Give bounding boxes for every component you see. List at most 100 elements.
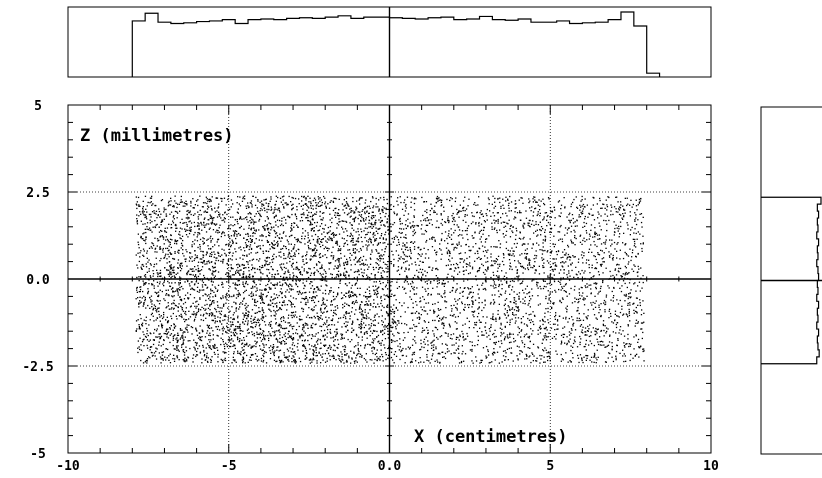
data-point — [187, 209, 189, 212]
data-point — [616, 250, 618, 252]
data-point — [618, 206, 621, 208]
data-point — [263, 321, 266, 323]
data-point — [414, 312, 416, 314]
data-point — [365, 217, 367, 219]
data-point — [446, 237, 448, 240]
data-point — [287, 337, 289, 339]
data-point — [156, 272, 158, 274]
data-point — [286, 204, 288, 206]
data-point — [386, 222, 388, 224]
data-point — [628, 308, 630, 311]
data-point — [637, 219, 639, 221]
data-point — [317, 270, 319, 273]
data-point — [358, 223, 360, 225]
data-point — [301, 216, 303, 219]
data-point — [404, 311, 406, 313]
data-point — [206, 202, 208, 205]
data-point — [469, 272, 471, 274]
data-point — [314, 233, 317, 236]
data-point — [619, 258, 621, 260]
data-point — [317, 242, 319, 244]
data-point — [632, 249, 634, 251]
data-point — [210, 241, 212, 243]
data-point — [247, 332, 249, 334]
data-point — [232, 314, 234, 316]
data-point — [170, 253, 173, 255]
data-point — [596, 359, 598, 361]
data-point — [238, 264, 241, 266]
data-point — [384, 251, 386, 253]
data-point — [494, 222, 496, 224]
data-point — [635, 319, 638, 321]
data-point — [282, 199, 284, 201]
data-point — [275, 214, 277, 216]
data-point — [511, 286, 514, 288]
data-point — [256, 287, 258, 289]
data-point — [333, 357, 335, 359]
data-point — [220, 260, 222, 262]
data-point — [531, 206, 533, 208]
data-point — [247, 261, 249, 263]
data-point — [137, 347, 139, 349]
data-point — [542, 246, 544, 248]
data-point — [630, 289, 632, 291]
data-point — [174, 200, 176, 202]
data-point — [400, 228, 403, 230]
data-point — [437, 361, 439, 363]
data-point — [573, 289, 576, 291]
data-point — [440, 213, 442, 215]
data-point — [485, 261, 487, 263]
data-point — [211, 273, 213, 275]
data-point — [490, 215, 492, 217]
data-point — [604, 243, 606, 245]
data-point — [623, 232, 625, 234]
data-point — [542, 265, 544, 267]
data-point — [384, 263, 386, 265]
data-point — [466, 257, 468, 260]
data-point — [166, 258, 168, 260]
data-point — [249, 211, 251, 214]
data-point — [281, 196, 284, 198]
data-point — [236, 269, 238, 271]
data-point — [626, 314, 628, 316]
data-point — [289, 260, 291, 263]
data-point — [474, 252, 476, 255]
data-point — [487, 350, 489, 353]
data-point — [589, 324, 591, 326]
data-point — [481, 334, 483, 336]
data-point — [314, 247, 316, 249]
data-point — [430, 358, 433, 360]
data-point — [145, 282, 147, 284]
data-point — [277, 209, 279, 211]
data-point — [243, 337, 245, 339]
data-point — [189, 210, 191, 212]
data-point — [272, 212, 274, 214]
data-point — [529, 226, 531, 228]
data-point — [350, 291, 352, 293]
data-point — [214, 286, 216, 288]
data-point — [195, 301, 197, 303]
data-point — [519, 278, 521, 281]
data-point — [242, 281, 244, 283]
data-point — [336, 328, 338, 330]
data-point — [503, 275, 506, 277]
data-point — [625, 360, 627, 362]
data-point — [199, 289, 201, 291]
data-point — [283, 300, 285, 302]
data-point — [555, 264, 557, 266]
data-point — [579, 234, 582, 236]
data-point — [517, 306, 519, 308]
data-point — [628, 296, 630, 298]
data-point — [615, 355, 617, 357]
data-point — [231, 274, 234, 276]
data-point — [394, 294, 396, 296]
data-point — [294, 214, 297, 216]
data-point — [367, 241, 369, 243]
data-point — [628, 312, 630, 314]
data-point — [359, 211, 361, 213]
data-point — [467, 279, 469, 281]
data-point — [292, 339, 294, 341]
data-point — [610, 253, 612, 255]
data-point — [425, 253, 427, 255]
data-point — [502, 355, 505, 357]
